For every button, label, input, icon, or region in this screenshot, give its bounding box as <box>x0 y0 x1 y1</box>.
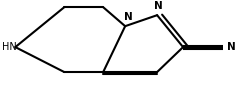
Text: N: N <box>154 1 163 11</box>
Text: N: N <box>227 42 236 52</box>
Text: N: N <box>124 12 133 22</box>
Text: HN: HN <box>2 42 17 52</box>
